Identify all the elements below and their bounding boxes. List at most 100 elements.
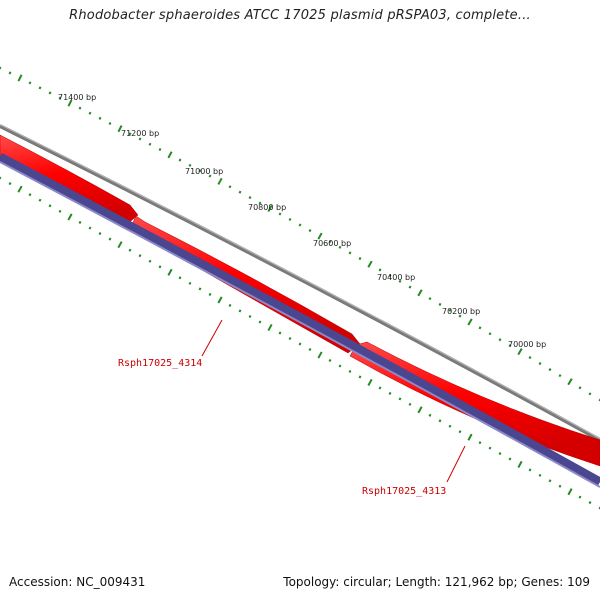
inner-minor-tick (158, 265, 162, 269)
inner-minor-tick (38, 198, 42, 202)
inner-major-tick (17, 185, 23, 193)
gene-arrow-rsph17025-4314[interactable] (0, 134, 139, 226)
ruler-label: 70800 bp (248, 203, 286, 212)
inner-major-tick (417, 406, 423, 414)
inner-minor-tick (298, 342, 302, 346)
inner-major-tick (267, 323, 273, 332)
ruler-minor-tick (388, 274, 392, 278)
ruler-major-tick (567, 378, 573, 386)
ruler-major-tick (117, 125, 123, 133)
ruler-minor-tick (538, 362, 542, 366)
ruler-minor-tick (58, 96, 62, 100)
ruler-minor-tick (428, 297, 432, 301)
inner-minor-tick (358, 375, 362, 379)
gene-callout-line (446, 445, 466, 483)
inner-major-tick (217, 296, 223, 304)
ruler-minor-tick (48, 91, 52, 95)
ruler-minor-tick (128, 132, 132, 136)
inner-minor-tick (288, 336, 292, 341)
ruler-minor-tick (508, 344, 512, 348)
ruler-minor-tick (228, 185, 232, 189)
ruler-label: 71400 bp (58, 93, 96, 102)
ruler-minor-tick (248, 196, 252, 200)
inner-minor-tick (538, 473, 542, 477)
inner-minor-tick (528, 468, 532, 472)
inner-major-tick (167, 268, 173, 276)
ruler-major-tick (467, 318, 473, 326)
inner-minor-tick (198, 287, 202, 291)
ruler-minor-tick (408, 285, 412, 289)
ruler-major-tick (517, 348, 523, 356)
inner-minor-tick (238, 309, 242, 313)
inner-major-tick (367, 378, 373, 386)
ruler-minor-tick (78, 106, 82, 110)
ruler-minor-tick (148, 142, 152, 146)
ruler-major-tick (367, 260, 373, 268)
inner-minor-tick (138, 254, 142, 258)
ruler-minor-tick (0, 66, 2, 70)
ruler-labels: 71400 bp 71200 bp 71000 bp 70800 bp 7060… (58, 93, 546, 349)
inner-minor-tick (8, 182, 12, 186)
inner-minor-tick (488, 446, 492, 450)
gene-callout-line (201, 319, 223, 357)
ruler-minor-tick (558, 374, 562, 378)
inner-minor-tick (228, 303, 232, 307)
inner-minor-tick (438, 419, 442, 423)
gene-label-rsph17025-4313[interactable]: Rsph17025_4313 (362, 486, 446, 497)
inner-minor-tick (58, 209, 62, 213)
gene-arrow-rsph17025-4313[interactable] (349, 341, 600, 467)
inner-minor-tick (458, 430, 462, 434)
ruler-minor-tick (458, 314, 462, 318)
inner-major-tick (567, 488, 573, 496)
inner-minor-tick (308, 347, 312, 352)
feature-track-edge (0, 161, 600, 488)
inner-minor-tick (278, 331, 282, 335)
ruler-minor-tick (378, 268, 382, 272)
ruler-minor-tick (358, 257, 362, 261)
ruler-minor-tick (208, 174, 212, 178)
ruler-major-tick (67, 99, 73, 107)
inner-ruler-ring (0, 176, 600, 510)
ruler-label: 71200 bp (121, 129, 159, 138)
gene-label-rsph17025-4314[interactable]: Rsph17025_4314 (118, 358, 202, 369)
inner-minor-tick (78, 220, 82, 224)
inner-major-tick (517, 460, 523, 469)
backbone-track (0, 124, 600, 442)
inner-minor-tick (98, 232, 102, 236)
inner-minor-tick (408, 402, 412, 406)
ruler-minor-tick (178, 158, 182, 162)
ruler-minor-tick (158, 147, 162, 152)
ruler-minor-tick (198, 169, 202, 173)
inner-minor-tick (578, 495, 582, 499)
ruler-major-tick (17, 74, 23, 82)
inner-minor-tick (478, 441, 482, 445)
inner-major-tick (317, 351, 323, 359)
ruler-minor-ticks (0, 66, 600, 402)
inner-minor-tick (348, 369, 352, 374)
inner-minor-tick (428, 413, 432, 417)
inner-minor-tick (378, 386, 382, 390)
ruler-minor-tick (8, 71, 12, 75)
gene-track (0, 134, 600, 467)
ruler-minor-tick (28, 81, 32, 85)
inner-minor-tick (398, 397, 402, 401)
ruler-minor-tick (278, 212, 282, 216)
inner-minor-tick (28, 193, 32, 197)
ruler-minor-tick (398, 279, 402, 283)
ruler-minor-tick (478, 326, 482, 330)
accession-text: Accession: NC_009431 (9, 575, 146, 589)
inner-minor-tick (128, 248, 132, 252)
ruler-minor-tick (548, 368, 552, 372)
ruler-minor-tick (328, 240, 332, 244)
inner-major-tick (467, 433, 473, 441)
inner-minor-tick (498, 452, 502, 456)
summary-text: Topology: circular; Length: 121,962 bp; … (283, 575, 590, 589)
ruler-minor-tick (578, 386, 582, 390)
ruler-minor-tick (498, 338, 502, 342)
ruler-label: 70000 bp (508, 340, 546, 349)
ruler-major-tick (267, 204, 273, 213)
ruler-minor-tick (528, 356, 532, 360)
ruler-minor-tick (448, 308, 452, 312)
ruler-minor-tick (88, 111, 92, 115)
